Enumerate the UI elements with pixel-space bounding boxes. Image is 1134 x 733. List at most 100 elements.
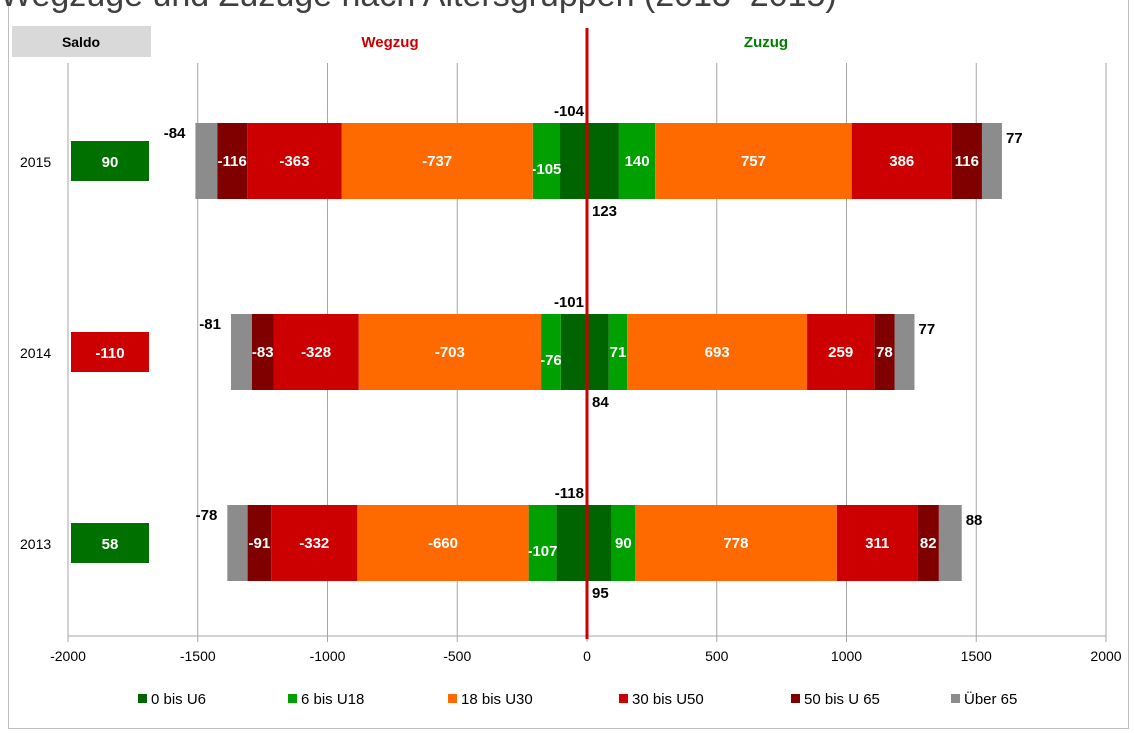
bar-segment: [271, 505, 358, 581]
legend-swatch: [138, 694, 147, 703]
data-label: 71: [610, 344, 627, 361]
saldo-value: 58: [102, 536, 119, 553]
saldo-value: 90: [102, 154, 119, 171]
bar-segment: [560, 123, 587, 199]
saldo-box: [71, 141, 149, 181]
data-label: -328: [301, 344, 331, 361]
data-label: -660: [428, 535, 458, 552]
data-label: 386: [889, 153, 914, 170]
bar-segment: [851, 123, 952, 199]
saldo-box: [71, 332, 149, 372]
chart-title: Wegzüge und Zuzüge nach Altersgruppen (2…: [0, 0, 1134, 15]
data-label: -737: [422, 153, 452, 170]
bar-segment: [587, 314, 609, 390]
bar-segment: [917, 505, 939, 581]
data-label: 90: [615, 535, 632, 552]
bar-segment: [611, 505, 636, 581]
bar-segment: [273, 314, 359, 390]
bar-segment: [532, 123, 561, 199]
data-label: 259: [828, 344, 853, 361]
data-label: 140: [625, 153, 650, 170]
legend-swatch: [791, 694, 800, 703]
wegzug-header-label: Wegzug: [361, 34, 418, 51]
data-label: 88: [966, 512, 983, 529]
bar-segment: [217, 123, 248, 199]
bar-segment: [836, 505, 918, 581]
bar-segment: [556, 505, 587, 581]
data-label: -332: [299, 535, 329, 552]
bar-segment: [247, 505, 272, 581]
data-label: -363: [279, 153, 309, 170]
x-tick-label: -1500: [180, 648, 216, 664]
data-label: 84: [592, 394, 609, 411]
x-tick-label: -1000: [310, 648, 346, 664]
chart-frame: [8, 0, 1129, 729]
legend-label: 30 bis U50: [632, 691, 704, 708]
bar-segment: [894, 314, 915, 390]
x-tick-label: 0: [583, 648, 591, 664]
legend-label: 0 bis U6: [151, 691, 206, 708]
data-label: -101: [554, 294, 584, 311]
data-label: 693: [705, 344, 730, 361]
data-label: 77: [918, 321, 935, 338]
saldo-header-box: [12, 26, 151, 57]
bar-segment: [247, 123, 342, 199]
bar-segment: [635, 505, 837, 581]
bar-segment: [807, 314, 875, 390]
data-label: -84: [164, 125, 186, 142]
data-label: 78: [876, 344, 893, 361]
legend-swatch: [288, 694, 297, 703]
saldo-box: [71, 523, 149, 563]
saldo-value: -110: [95, 345, 124, 362]
data-label: 123: [592, 203, 617, 220]
bar-segment: [627, 314, 808, 390]
bar-segment: [587, 123, 619, 199]
bar-segment: [560, 314, 587, 390]
data-label: 311: [865, 535, 889, 552]
data-label: 82: [920, 535, 937, 552]
bar-segment: [981, 123, 1002, 199]
year-label: 2014: [20, 345, 51, 361]
data-label: -118: [555, 485, 584, 502]
bar-segment: [358, 314, 542, 390]
data-label: -107: [527, 543, 557, 560]
year-label: 2013: [20, 536, 51, 552]
legend-label: 50 bis U 65: [804, 691, 880, 708]
data-label: -703: [435, 344, 465, 361]
data-label: 116: [955, 153, 979, 170]
data-label: -76: [540, 352, 562, 369]
bar-segment: [874, 314, 895, 390]
bar-segment: [195, 123, 218, 199]
data-label: -83: [252, 344, 274, 361]
x-tick-label: -2000: [50, 648, 86, 664]
legend-swatch: [448, 694, 457, 703]
data-label: 77: [1006, 130, 1023, 147]
bar-segment: [541, 314, 561, 390]
data-label: 757: [741, 153, 766, 170]
data-label: 778: [723, 535, 748, 552]
bar-segment: [227, 505, 248, 581]
bar-segment: [655, 123, 852, 199]
data-label: -91: [249, 535, 271, 552]
data-label: -116: [218, 153, 247, 170]
legend-swatch: [619, 694, 628, 703]
bar-segment: [938, 505, 962, 581]
data-label: 95: [592, 585, 609, 602]
saldo-header-label: Saldo: [62, 34, 100, 50]
bar-segment: [230, 314, 252, 390]
bar-segment: [528, 505, 557, 581]
data-label: -105: [531, 161, 561, 178]
bar-segment: [951, 123, 982, 199]
bar-segment: [357, 505, 529, 581]
year-label: 2015: [20, 154, 51, 170]
data-label: -81: [199, 316, 221, 333]
bar-segment: [608, 314, 628, 390]
data-label: -78: [196, 507, 218, 524]
x-tick-label: -500: [443, 648, 471, 664]
bar-segment: [341, 123, 533, 199]
legend-swatch: [951, 694, 960, 703]
data-label: -104: [554, 103, 585, 120]
legend-label: Über 65: [964, 690, 1017, 708]
